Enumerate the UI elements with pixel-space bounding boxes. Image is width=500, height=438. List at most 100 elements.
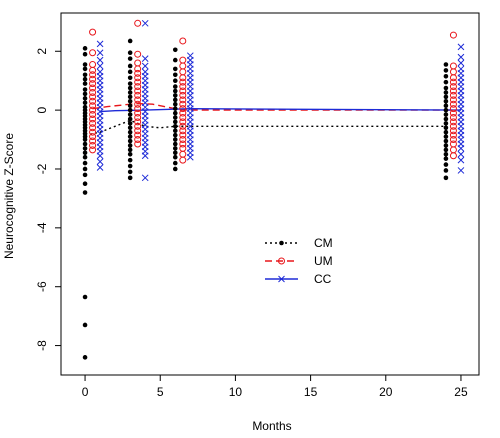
data-point-cm (172, 160, 178, 166)
data-point-cm (172, 150, 178, 156)
data-point-um (134, 118, 142, 126)
data-point-um (179, 118, 187, 126)
data-point-cm (443, 98, 449, 104)
data-point-um (134, 78, 142, 86)
data-point-um (179, 91, 187, 99)
data-point-cm (172, 154, 178, 160)
data-point-cc (186, 52, 194, 60)
data-point-cm (443, 85, 449, 91)
data-point-um (179, 56, 187, 64)
data-point-um (89, 146, 97, 154)
data-point-um (89, 106, 97, 114)
data-point-um (89, 115, 97, 123)
data-point-um (179, 62, 187, 70)
data-point-cm (82, 81, 88, 86)
data-point-um (89, 124, 97, 132)
data-point-um (449, 109, 457, 117)
data-point-cm (127, 134, 133, 139)
data-point-cm (172, 66, 178, 72)
data-point-cc (457, 156, 465, 164)
data-point-um (179, 122, 187, 130)
data-point-um (89, 84, 97, 92)
data-point-cm (82, 91, 88, 97)
legend: CM UM CC (265, 236, 333, 286)
y-axis: -8 -6 -4 -2 0 2 (35, 48, 61, 351)
data-point-um (134, 83, 142, 91)
data-point-cc (141, 68, 149, 76)
data-point-um (449, 105, 457, 113)
y-tick-label: -2 (35, 163, 49, 174)
data-point-cm (82, 146, 88, 151)
data-point-um (179, 156, 187, 164)
legend-marker-cc (278, 275, 285, 283)
data-point-cc (96, 49, 104, 57)
data-point-cm (443, 134, 449, 139)
data-point-um (179, 136, 187, 144)
data-point-cm (172, 115, 178, 120)
data-point-cm (172, 57, 178, 63)
data-point-um (134, 59, 142, 67)
data-point-um (449, 131, 457, 139)
data-point-um (89, 80, 97, 88)
data-point-cm (443, 79, 449, 85)
data-point-cm (443, 103, 449, 109)
data-point-cm (127, 81, 133, 86)
data-point-um (89, 66, 97, 74)
data-point-um (134, 74, 142, 82)
y-tick-label: 0 (35, 106, 49, 113)
data-point-cm (127, 98, 133, 104)
data-point-cm (443, 143, 449, 148)
data-point-um (89, 119, 97, 127)
data-point-um (449, 91, 457, 99)
trend-line-cc (100, 107, 462, 113)
data-point-um (179, 131, 187, 139)
data-point-cm (127, 69, 133, 75)
data-point-cm (172, 110, 178, 116)
data-point-cm (82, 46, 88, 51)
data-point-cm (443, 90, 449, 95)
data-point-cm (172, 132, 178, 138)
data-point-um (449, 122, 457, 130)
data-point-cc (457, 59, 465, 67)
data-point-cm (127, 157, 133, 163)
data-point-um (179, 150, 187, 158)
data-point-um (449, 68, 457, 76)
data-point-cm (443, 62, 449, 67)
data-point-cc (457, 150, 465, 158)
legend-marker-um (278, 257, 285, 265)
data-point-cm (172, 47, 178, 53)
data-point-um (449, 113, 457, 121)
data-point-cm (127, 125, 133, 131)
data-point-um (449, 136, 457, 144)
data-point-cc (96, 164, 104, 171)
data-point-cm (82, 51, 88, 57)
data-point-cc (457, 167, 465, 174)
data-point-cm (82, 355, 88, 360)
legend-marker-cm (279, 240, 284, 246)
data-point-cm (172, 128, 178, 134)
data-point-cm (127, 103, 133, 109)
data-point-um (89, 97, 97, 105)
data-point-um (449, 140, 457, 148)
data-point-um (134, 50, 142, 58)
data-point-um (449, 152, 457, 160)
data-point-um (134, 113, 142, 121)
data-point-cm (127, 38, 133, 44)
data-point-cm (82, 62, 88, 67)
data-point-cm (172, 137, 178, 142)
data-point-um (449, 62, 457, 70)
data-point-um (179, 113, 187, 121)
data-point-cm (82, 166, 88, 172)
data-point-cm (443, 156, 449, 161)
data-point-cm (172, 88, 178, 94)
x-tick-label: 15 (304, 385, 318, 399)
data-point-cm (82, 66, 88, 72)
data-point-um (449, 127, 457, 135)
data-point-um (449, 83, 457, 91)
data-point-cm (82, 87, 88, 92)
data-point-cm (82, 190, 88, 195)
data-point-cm (172, 72, 178, 78)
data-point-cm (443, 138, 449, 144)
data-point-cm (127, 63, 133, 69)
